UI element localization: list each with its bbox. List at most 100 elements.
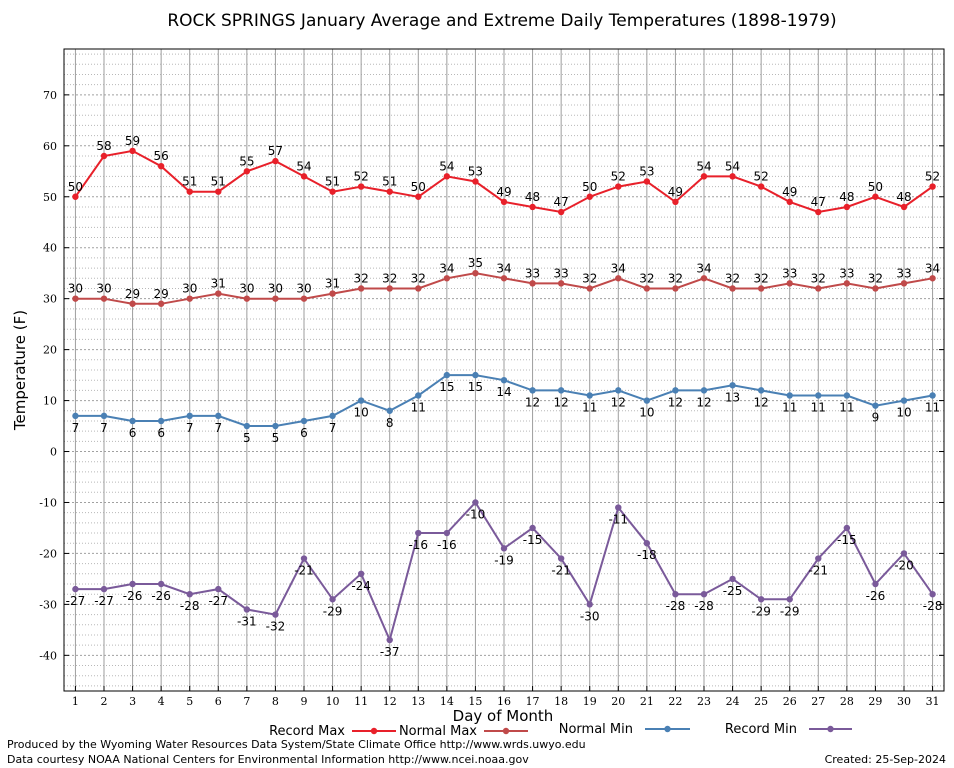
x-tick-label: 16 [497, 695, 511, 708]
record-max-data-label: 54 [439, 159, 454, 173]
x-tick-label: 30 [897, 695, 911, 708]
record-min-point [100, 585, 108, 593]
x-tick-label: 22 [668, 695, 682, 708]
normal-min-data-label: 12 [696, 395, 711, 409]
x-tick-label: 4 [158, 695, 165, 708]
normal-min-point [586, 392, 593, 399]
normal-min-data-label: 11 [411, 400, 426, 414]
record-max-data-label: 54 [696, 159, 711, 173]
record-min-data-label: -27 [94, 594, 114, 608]
normal-min-data-label: 10 [639, 406, 654, 420]
record-max-point [472, 178, 479, 185]
normal-max-point [729, 285, 736, 292]
normal-max-data-label: 30 [68, 282, 83, 296]
y-tick-label: 0 [50, 446, 57, 459]
normal-max-point [586, 285, 593, 292]
normal-min-data-label: 11 [811, 400, 826, 414]
record-min-point [500, 545, 508, 552]
record-min-point [815, 555, 822, 562]
x-tick-label: 24 [726, 695, 740, 708]
normal-max-data-label: 30 [96, 282, 111, 296]
x-tick-label: 11 [354, 695, 368, 708]
record-max-data-label: 49 [496, 185, 511, 199]
normal-max-data-label: 32 [382, 271, 397, 285]
normal-max-point [443, 275, 451, 282]
normal-max-point [72, 295, 79, 302]
record-min-data-label: -28 [180, 599, 200, 613]
record-min-point [215, 585, 222, 593]
normal-max-data-label: 33 [896, 266, 911, 280]
record-max-data-label: 53 [468, 164, 483, 178]
normal-min-point [415, 392, 422, 399]
normal-max-data-label: 31 [211, 277, 226, 291]
record-min-point [557, 555, 565, 562]
record-min-point [672, 590, 679, 598]
normal-max-data-label: 34 [611, 261, 626, 275]
normal-max-point [786, 280, 793, 287]
normal-min-data-label: 11 [925, 400, 940, 414]
normal-min-data-label: 7 [214, 421, 222, 435]
normal-max-point [157, 300, 165, 307]
normal-max-point [215, 290, 222, 297]
x-axis-title: Day of Month [453, 707, 554, 725]
legend-marker-record-min [827, 725, 834, 733]
normal-min-data-label: 11 [582, 400, 597, 414]
normal-min-point [872, 402, 879, 409]
record-min-data-label: -31 [237, 614, 257, 628]
normal-max-data-label: 32 [668, 271, 683, 285]
record-max-point [186, 188, 193, 195]
normal-min-data-label: 7 [186, 421, 194, 435]
record-max-data-label: 47 [811, 195, 826, 209]
normal-max-data-label: 32 [582, 271, 597, 285]
normal-min-data-label: 10 [354, 406, 369, 420]
normal-min-point [815, 392, 822, 399]
record-max-point [72, 193, 79, 200]
record-max-point [129, 147, 136, 155]
record-min-point [272, 611, 279, 618]
normal-max-data-label: 29 [125, 287, 140, 301]
y-axis-title: Temperature (F) [11, 310, 29, 431]
record-min-data-label: -29 [751, 604, 771, 618]
record-max-data-label: 50 [68, 180, 83, 194]
legend-label-normal-min: Normal Min [559, 722, 633, 737]
record-min-point [129, 580, 136, 588]
record-min-data-label: -28 [694, 599, 714, 613]
record-min-point [386, 636, 393, 644]
y-tick-label: 50 [43, 191, 57, 204]
chart-title: ROCK SPRINGS January Average and Extreme… [167, 11, 836, 31]
normal-max-point [929, 275, 936, 282]
record-max-data-label: 55 [239, 154, 254, 168]
normal-max-point [843, 280, 851, 287]
normal-max-data-label: 33 [525, 266, 540, 280]
record-max-data-label: 52 [754, 170, 769, 184]
record-min-data-label: -26 [151, 589, 171, 603]
record-min-data-label: -16 [437, 538, 457, 552]
record-min-data-label: -29 [323, 604, 343, 618]
record-max-point [215, 188, 222, 195]
record-min-data-label: -30 [580, 609, 600, 623]
normal-min-point [129, 417, 136, 425]
normal-max-data-label: 32 [354, 271, 369, 285]
normal-max-data-label: 32 [411, 271, 426, 285]
normal-min-point [243, 422, 251, 430]
normal-min-data-label: 9 [872, 411, 880, 425]
record-min-point [529, 524, 536, 532]
normal-max-data-label: 32 [725, 271, 740, 285]
normal-max-data-label: 34 [439, 261, 454, 275]
record-max-point [357, 183, 365, 190]
record-max-data-label: 53 [639, 164, 654, 178]
normal-min-data-label: 12 [554, 395, 569, 409]
normal-min-point [700, 387, 708, 394]
x-tick-label: 1 [72, 695, 79, 708]
record-max-point [672, 198, 679, 206]
normal-max-point [415, 285, 422, 292]
normal-min-point [357, 397, 365, 404]
normal-min-point [843, 392, 851, 399]
record-max-data-label: 57 [268, 144, 283, 158]
x-tick-label: 9 [301, 695, 308, 708]
x-tick-label: 3 [129, 695, 136, 708]
record-min-point [300, 555, 308, 562]
record-max-point [443, 173, 451, 180]
record-max-data-label: 59 [125, 134, 140, 148]
normal-max-data-label: 32 [639, 271, 654, 285]
